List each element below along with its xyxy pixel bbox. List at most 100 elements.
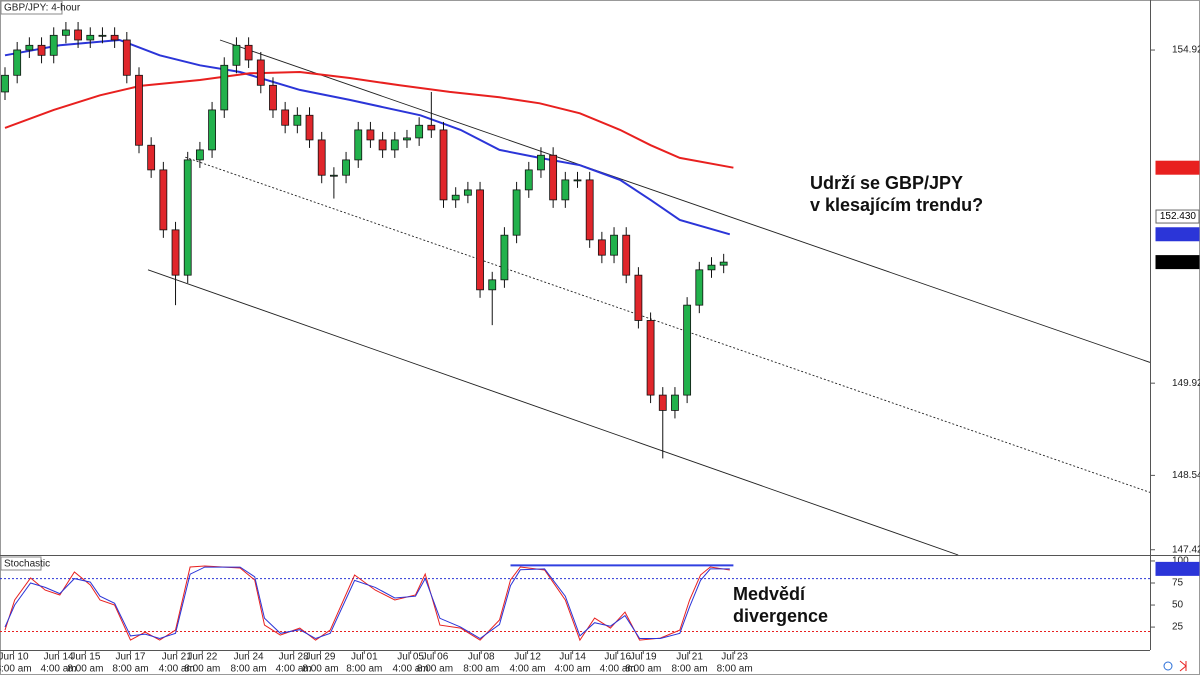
- x-tick-label: Jul 21: [676, 652, 703, 663]
- candle-body: [183, 159, 192, 276]
- candle-body: [378, 139, 387, 151]
- candle-body: [512, 189, 521, 236]
- x-tick-label: Jul 06: [422, 652, 449, 663]
- candle-body: [195, 149, 204, 161]
- price-label-box: [1155, 160, 1200, 175]
- candle-body: [171, 229, 180, 276]
- x-tick-label: 4:00 am: [509, 664, 545, 675]
- annotation: divergence: [733, 606, 828, 626]
- candle-body: [86, 34, 95, 41]
- candle-body: [427, 124, 436, 131]
- x-tick-label: 4:00 am: [276, 664, 312, 675]
- candle-body: [122, 39, 131, 76]
- candle-body: [451, 194, 460, 201]
- candle-body: [622, 234, 631, 276]
- candle-body: [49, 34, 58, 56]
- candle-body: [220, 64, 229, 111]
- candle-body: [549, 154, 558, 201]
- annotation: v klesajícím trendu?: [810, 195, 983, 215]
- candle-body: [610, 234, 618, 256]
- y-tick-label: 147.429: [1172, 544, 1200, 555]
- x-tick-label: 8:00 am: [184, 664, 220, 675]
- candle-body: [1, 74, 9, 93]
- candle-body: [634, 274, 643, 321]
- candle-body: [524, 169, 533, 191]
- candle-body: [537, 154, 545, 171]
- annotation: Medvědí: [733, 584, 806, 604]
- y-tick-label: 50: [1172, 600, 1184, 611]
- x-tick-label: Jul 05: [397, 652, 424, 663]
- x-tick-label: Jul 19: [630, 652, 657, 663]
- candle-body: [561, 179, 570, 201]
- stochastic-line: [4, 566, 730, 640]
- x-tick-label: 8:00 am: [717, 664, 753, 675]
- x-tick-label: Jul 14: [559, 652, 586, 663]
- x-tick-label: 4:00 am: [600, 664, 636, 675]
- y-tick-label: 75: [1172, 578, 1184, 589]
- candle-body: [159, 169, 168, 231]
- x-tick-label: Jul 23: [721, 652, 748, 663]
- x-tick-label: 8:00 am: [463, 664, 499, 675]
- candle-body: [403, 137, 411, 141]
- stoch-panel: [0, 564, 1150, 642]
- x-tick-label: 4:00 am: [555, 664, 591, 675]
- y-tick-label: 100: [1172, 556, 1189, 567]
- title-box: [0, 0, 63, 15]
- y-tick-label: 148.545: [1172, 470, 1200, 481]
- candle-body: [208, 109, 216, 151]
- candle-body: [658, 394, 667, 411]
- price-label-box: [1155, 227, 1200, 242]
- candle-body: [488, 279, 497, 291]
- annotation: Udrží se GBP/JPY: [810, 173, 963, 193]
- candle-body: [147, 144, 156, 171]
- trendline: [147, 269, 959, 555]
- candle-body: [476, 189, 484, 291]
- candle-body: [719, 261, 728, 266]
- main-panel: [1, 21, 1150, 555]
- x-tick-label: Jun 17: [115, 652, 145, 663]
- candle-body: [671, 394, 679, 411]
- candle-body: [500, 234, 509, 281]
- x-tick-label: Jun 14: [44, 652, 74, 663]
- candle-body: [463, 189, 472, 196]
- candle-body: [37, 44, 46, 56]
- x-tick-label: 4:00 am: [41, 664, 77, 675]
- x-tick-label: Jun 28: [279, 652, 309, 663]
- scroll-icon[interactable]: [1179, 660, 1187, 672]
- indicator-title: Stochastic: [4, 559, 50, 570]
- price-label-box: [1155, 209, 1200, 224]
- x-tick-label: Jun 15: [70, 652, 100, 663]
- candle-body: [305, 114, 314, 141]
- x-tick-label: Jul 08: [468, 652, 495, 663]
- x-tick-label: 8:00 am: [625, 664, 661, 675]
- trendline: [219, 39, 1150, 363]
- price-label-box: [1155, 561, 1200, 576]
- x-tick-label: 8:00 am: [302, 664, 338, 675]
- candle-body: [135, 74, 143, 146]
- candle-body: [683, 304, 692, 396]
- candle-body: [707, 264, 716, 271]
- x-tick-label: 8:00 am: [112, 664, 148, 675]
- candle-body: [695, 269, 704, 306]
- candle-body: [415, 124, 424, 139]
- price-label-box: [1155, 255, 1200, 270]
- x-tick-label: Jun 21: [162, 652, 192, 663]
- candle-body: [597, 239, 606, 256]
- link-icon[interactable]: [1163, 661, 1173, 671]
- x-tick-label: 4:00 am: [159, 664, 195, 675]
- candle-body: [366, 129, 375, 141]
- x-tick-label: 8:00 am: [417, 664, 453, 675]
- candle-body: [256, 59, 265, 86]
- x-tick-label: Jun 10: [0, 652, 29, 663]
- indicator-box: [0, 556, 42, 571]
- candle-body: [13, 49, 22, 76]
- x-tick-label: Jun 22: [187, 652, 217, 663]
- candle-body: [342, 159, 350, 176]
- x-tick-label: 8:00 am: [67, 664, 103, 675]
- x-tick-label: Jul 12: [514, 652, 541, 663]
- x-tick-label: Jun 29: [305, 652, 335, 663]
- price-label: 152.430: [1160, 211, 1197, 222]
